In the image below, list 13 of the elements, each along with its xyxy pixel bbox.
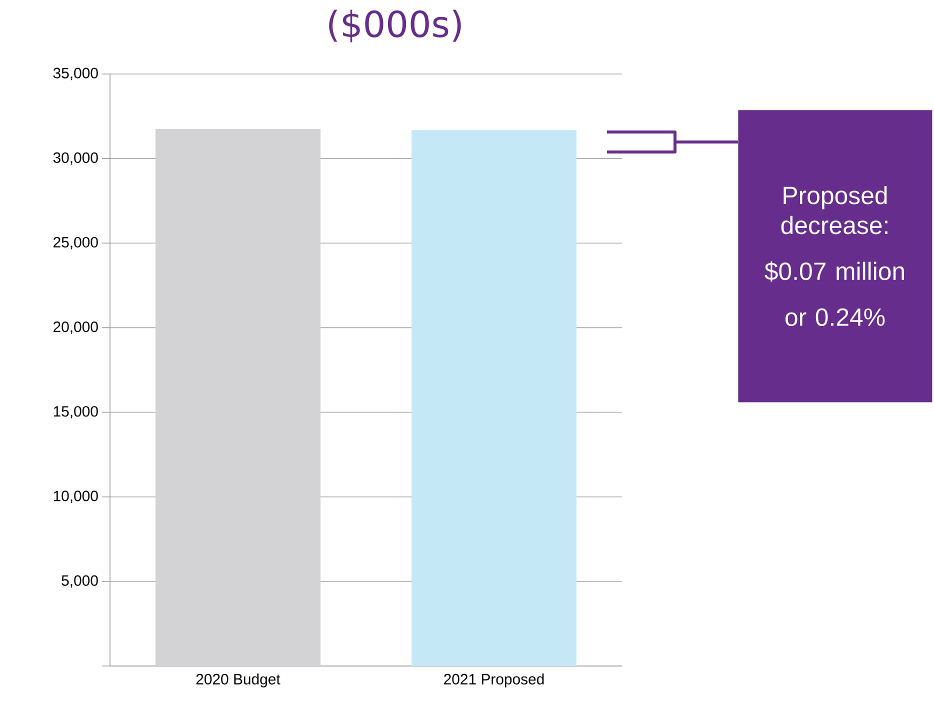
text: $0.07 million	[764, 261, 904, 282]
chart-title: ($000s)	[329, 10, 461, 42]
y-tick-label: 30,000	[53, 152, 98, 165]
x-tick-label: 2021 Proposed	[444, 674, 544, 688]
y-tick-label: 35,000	[53, 68, 98, 80]
text: Proposed decrease:	[781, 186, 888, 234]
y-tick-label: 15,000	[54, 406, 98, 418]
x-tick-label: 2020 Budget	[196, 674, 280, 688]
y-tick-label: 10,000	[54, 490, 98, 504]
y-tick-label: 5,000	[62, 575, 98, 588]
y-tick-label: 25,000	[54, 236, 98, 250]
text: or 0.24%	[786, 308, 885, 326]
y-tick-label: 20,000	[54, 322, 98, 334]
